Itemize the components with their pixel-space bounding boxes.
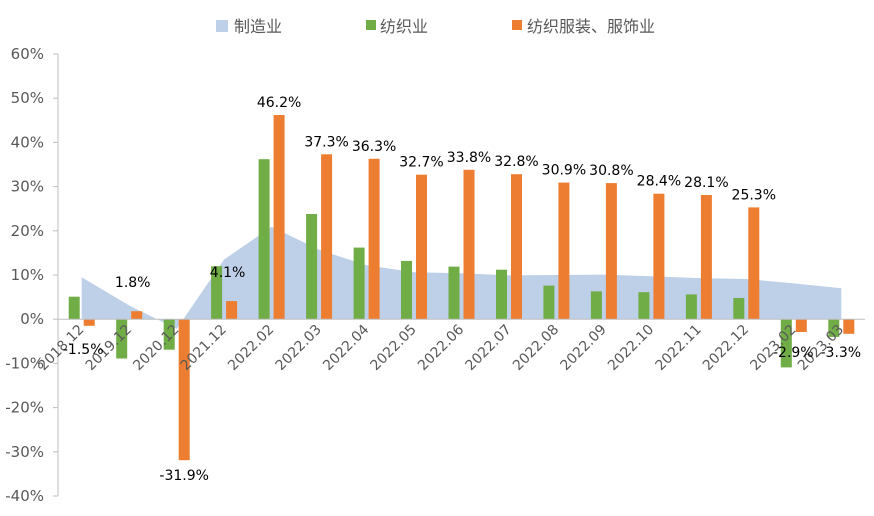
bar-apparel-2022.10 [653, 193, 665, 320]
data-label-apparel: 4.1% [210, 265, 246, 281]
data-label-apparel: 25.3% [732, 187, 776, 203]
bar-textile-2022.02 [258, 159, 270, 320]
bar-textile-2022.12 [733, 298, 745, 320]
y-tick-label: 30% [11, 178, 44, 196]
x-tick-label: 2022.12 [700, 322, 752, 374]
y-tick-label: -30% [5, 443, 44, 461]
x-tick-label: 2022.04 [320, 322, 372, 374]
bar-apparel-2019.12 [131, 311, 143, 320]
y-tick-label: -40% [5, 487, 44, 505]
bar-textile-2022.05 [401, 260, 412, 320]
y-tick-label: 40% [11, 133, 44, 151]
bar-apparel-2022.07 [511, 174, 522, 320]
bar-apparel-2022.12 [748, 207, 760, 320]
x-tick-label: 2022.03 [273, 322, 325, 374]
plot-area: 60%50%40%30%20%10%0%-10%-20%-30%-40%2018… [5, 45, 865, 505]
bar-textile-2023.02 [780, 319, 792, 368]
bar-textile-2022.07 [496, 269, 507, 320]
data-label-apparel: -1.5% [63, 342, 104, 358]
bar-textile-2020.12 [163, 319, 175, 350]
bar-apparel-2023.02 [795, 319, 807, 332]
legend-label: 纺织服装、服饰业 [527, 17, 655, 36]
legend: 制造业 纺织业 纺织服装、服饰业 [216, 17, 655, 36]
y-tick-label: -10% [5, 354, 44, 372]
data-label-apparel: 30.8% [589, 163, 633, 179]
bar-textile-2023.03 [828, 319, 840, 337]
bar-apparel-2020.12 [178, 319, 190, 461]
y-tick-label: 0% [20, 310, 44, 328]
bar-textile-2021.12 [211, 266, 223, 320]
bar-textile-2022.08 [543, 285, 555, 320]
bar-textile-2022.09 [590, 291, 602, 320]
bar-textile-2022.11 [685, 294, 697, 320]
x-tick-label: 2022.10 [605, 322, 657, 374]
bar-apparel-2018.12 [83, 319, 95, 326]
bar-apparel-2022.02 [273, 115, 285, 320]
x-tick-label: 2022.07 [463, 322, 515, 374]
y-tick-label: 10% [11, 266, 44, 284]
bar-apparel-2022.06 [463, 169, 475, 320]
data-label-apparel: 28.4% [637, 174, 681, 190]
y-tick-label: 50% [11, 89, 44, 107]
data-label-apparel: 37.3% [304, 134, 348, 150]
area-series-manufacturing [81, 226, 842, 329]
x-tick-label: 2022.06 [415, 322, 467, 374]
data-label-apparel: -31.9% [159, 468, 209, 484]
x-tick-label: 2022.11 [652, 322, 704, 374]
bar-apparel-2022.05 [416, 174, 427, 320]
data-label-apparel: -2.9% [773, 345, 814, 361]
bar-textile-2022.06 [448, 266, 460, 320]
bar-apparel-2022.03 [321, 154, 333, 320]
bar-textile-2019.12 [116, 319, 128, 359]
data-label-apparel: 46.2% [257, 95, 301, 111]
y-tick-label: -20% [5, 399, 44, 417]
data-label-apparel: 28.1% [684, 175, 728, 191]
data-label-apparel: -3.3% [820, 345, 861, 361]
data-label-apparel: 33.8% [447, 150, 491, 166]
bar-apparel-2021.12 [226, 301, 238, 320]
x-tick-label: 2022.02 [225, 322, 277, 374]
bar-apparel-2022.09 [605, 183, 617, 320]
data-label-apparel: 30.9% [542, 163, 586, 179]
legend-label: 纺织业 [380, 17, 428, 36]
data-label-apparel: 32.7% [399, 155, 443, 171]
bar-textile-2018.12 [68, 296, 80, 320]
legend-swatch [512, 20, 522, 30]
bar-textile-2022.03 [306, 214, 318, 320]
legend-swatch [366, 20, 376, 30]
data-label-apparel: 1.8% [115, 275, 151, 291]
y-tick-label: 60% [11, 45, 44, 63]
legend-label: 制造业 [234, 17, 282, 36]
bar-textile-2022.10 [638, 292, 650, 320]
data-label-apparel: 32.8% [494, 154, 538, 170]
legend-swatch [216, 20, 228, 32]
x-tick-label: 2022.05 [368, 322, 420, 374]
bar-apparel-2022.04 [368, 158, 380, 320]
data-label-apparel: 36.3% [352, 139, 396, 155]
y-tick-label: 20% [11, 222, 44, 240]
x-tick-label: 2022.08 [510, 322, 562, 374]
bar-apparel-2023.03 [843, 319, 855, 334]
x-tick-label: 2022.09 [557, 322, 609, 374]
bar-apparel-2022.08 [558, 182, 570, 320]
bar-apparel-2022.11 [700, 195, 712, 320]
bar-textile-2022.04 [353, 247, 365, 320]
